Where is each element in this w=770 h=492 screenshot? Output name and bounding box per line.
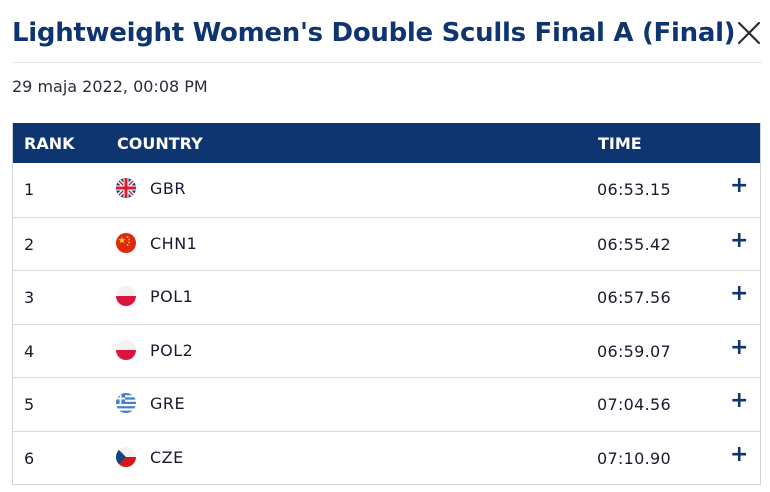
expand-icon[interactable]: + <box>730 388 749 413</box>
rank-cell: 3 <box>24 288 35 307</box>
country-code: GBR <box>150 179 186 198</box>
flag-chn-icon <box>116 232 136 253</box>
rank-cell: 4 <box>24 341 35 361</box>
expand-icon[interactable]: + <box>730 227 749 253</box>
column-header-rank: RANK <box>24 134 75 153</box>
time-cell: 07:10.90 <box>597 448 671 468</box>
time-cell: 06:55.42 <box>597 234 671 254</box>
column-header-time: TIME <box>598 134 642 153</box>
rank-cell: 2 <box>24 234 35 254</box>
close-button[interactable] <box>736 18 762 46</box>
rank-cell: 6 <box>24 448 35 468</box>
expand-icon[interactable]: + <box>730 281 749 306</box>
page-title: Lightweight Women's Double Sculls Final … <box>12 18 736 48</box>
race-date: 29 maja 2022, 00:08 PM <box>12 77 208 96</box>
table-row[interactable]: 6 CZE 07:10.90 + <box>13 430 760 485</box>
expand-icon[interactable]: + <box>730 441 749 467</box>
table-row[interactable]: 3 POL1 06:57.56 + <box>13 270 760 324</box>
table-header: RANK COUNTRY TIME <box>13 123 760 163</box>
country-code: CHN1 <box>150 233 198 253</box>
flag-gbr-icon <box>116 178 136 198</box>
rank-cell: 5 <box>24 395 35 414</box>
country-code: CZE <box>150 447 184 467</box>
flag-pol-icon <box>116 339 136 360</box>
time-cell: 07:04.56 <box>597 395 671 414</box>
close-icon <box>737 21 761 45</box>
table-row[interactable]: 4 POL2 06:59.07 + <box>13 323 760 378</box>
column-header-country: COUNTRY <box>117 134 203 153</box>
rank-cell: 1 <box>24 180 35 199</box>
flag-cze-icon <box>116 446 136 467</box>
flag-pol-icon <box>116 286 136 306</box>
table-body: 1 GBR 06:53.15 + 2 <box>13 163 760 484</box>
country-code: GRE <box>150 394 186 413</box>
flag-gre-icon <box>116 393 136 413</box>
modal-header: Lightweight Women's Double Sculls Final … <box>12 18 762 63</box>
time-cell: 06:53.15 <box>597 180 671 199</box>
expand-icon[interactable]: + <box>730 334 749 360</box>
table-row[interactable]: 2 CHN1 06:55.42 + <box>13 216 760 271</box>
country-code: POL2 <box>150 340 194 360</box>
table-row[interactable]: 1 GBR 06:53.15 + <box>13 163 760 217</box>
expand-icon[interactable]: + <box>730 173 749 198</box>
country-code: POL1 <box>150 287 194 306</box>
table-row[interactable]: 5 GRE 07:04.56 + <box>13 377 760 431</box>
time-cell: 06:57.56 <box>597 288 671 307</box>
results-table: RANK COUNTRY TIME 1 GBR 06 <box>12 123 761 485</box>
time-cell: 06:59.07 <box>597 341 671 361</box>
